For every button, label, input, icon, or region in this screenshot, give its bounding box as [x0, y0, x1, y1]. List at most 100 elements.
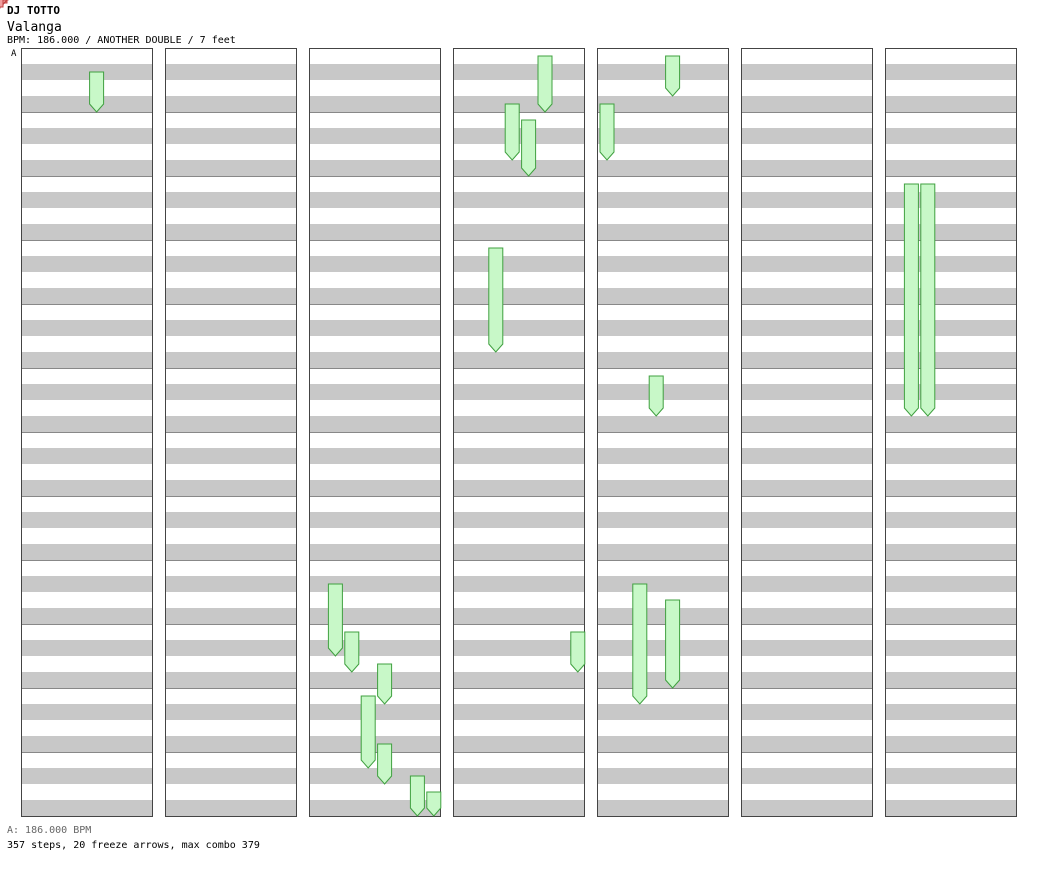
beat-band	[165, 320, 296, 336]
beat-band	[165, 736, 296, 752]
beat-band	[165, 512, 296, 528]
beat-band	[453, 288, 584, 304]
beat-band	[741, 704, 872, 720]
column-border	[453, 48, 585, 817]
beat-band	[309, 800, 440, 816]
beat-band	[597, 576, 728, 592]
column-border	[741, 48, 873, 817]
beat-band	[165, 480, 296, 496]
beat-band	[597, 64, 728, 80]
beat-band	[21, 352, 152, 368]
beat-band	[453, 800, 584, 816]
beat-band	[453, 512, 584, 528]
beat-band	[165, 160, 296, 176]
beat-band	[741, 736, 872, 752]
beat-band	[885, 416, 1016, 432]
chart-info: BPM: 186.000 / ANOTHER DOUBLE / 7 feet	[7, 35, 236, 46]
beat-band	[309, 672, 440, 688]
beat-band	[21, 704, 152, 720]
chart-column	[885, 48, 1017, 817]
beat-band	[165, 96, 296, 112]
artist-name: DJ TOTTO	[7, 4, 60, 17]
beat-band	[21, 96, 152, 112]
beat-band	[453, 768, 584, 784]
beat-band	[597, 160, 728, 176]
beat-band	[597, 480, 728, 496]
beat-band	[885, 448, 1016, 464]
beat-band	[309, 352, 440, 368]
beat-band	[453, 256, 584, 272]
bpm-summary: A: 186.000 BPM	[7, 825, 92, 836]
beat-band	[741, 256, 872, 272]
beat-band	[21, 608, 152, 624]
beat-band	[597, 416, 728, 432]
beat-band	[741, 608, 872, 624]
beat-band	[21, 416, 152, 432]
beat-band	[741, 640, 872, 656]
beat-band	[597, 288, 728, 304]
beat-band	[741, 320, 872, 336]
beat-band	[21, 128, 152, 144]
beat-band	[21, 480, 152, 496]
beat-band	[453, 64, 584, 80]
beat-band	[597, 800, 728, 816]
beat-band	[21, 800, 152, 816]
beat-band	[597, 128, 728, 144]
beat-band	[165, 224, 296, 240]
beat-band	[165, 768, 296, 784]
beat-band	[741, 64, 872, 80]
beat-band	[21, 768, 152, 784]
chart-column	[165, 48, 297, 817]
beat-band	[165, 640, 296, 656]
beat-band	[309, 192, 440, 208]
beat-band	[21, 224, 152, 240]
beat-band	[597, 448, 728, 464]
column-border	[165, 48, 297, 817]
beat-band	[309, 768, 440, 784]
freeze-arrow	[903, 183, 919, 417]
beat-band	[21, 320, 152, 336]
beat-band	[453, 160, 584, 176]
beat-band	[453, 672, 584, 688]
beat-band	[741, 544, 872, 560]
beat-band	[741, 576, 872, 592]
beat-band	[885, 160, 1016, 176]
beat-band	[165, 64, 296, 80]
freeze-arrow	[89, 71, 105, 113]
beat-band	[165, 448, 296, 464]
beat-band	[741, 224, 872, 240]
beat-band	[165, 416, 296, 432]
beat-band	[597, 96, 728, 112]
beat-band	[597, 192, 728, 208]
beat-band	[21, 160, 152, 176]
beat-band	[165, 672, 296, 688]
beat-band	[885, 640, 1016, 656]
freeze-arrow	[504, 103, 520, 161]
column-border	[21, 48, 153, 817]
step-arrow	[0, 0, 9, 8]
beat-band	[453, 736, 584, 752]
beat-band	[21, 192, 152, 208]
beat-band	[21, 256, 152, 272]
beat-band	[597, 704, 728, 720]
beat-band	[597, 640, 728, 656]
column-border	[885, 48, 1017, 817]
beat-band	[741, 288, 872, 304]
freeze-arrow	[344, 631, 360, 673]
beat-band	[597, 320, 728, 336]
beat-band	[309, 544, 440, 560]
beat-band	[885, 768, 1016, 784]
beat-band	[309, 224, 440, 240]
beat-band	[741, 96, 872, 112]
column-border	[597, 48, 729, 817]
freeze-arrow	[327, 583, 343, 657]
beat-band	[309, 448, 440, 464]
beat-band	[741, 512, 872, 528]
freeze-arrow	[488, 247, 504, 353]
chart-column	[21, 48, 153, 817]
beat-band	[885, 704, 1016, 720]
beat-band	[741, 768, 872, 784]
beat-band	[453, 224, 584, 240]
beat-band	[453, 576, 584, 592]
